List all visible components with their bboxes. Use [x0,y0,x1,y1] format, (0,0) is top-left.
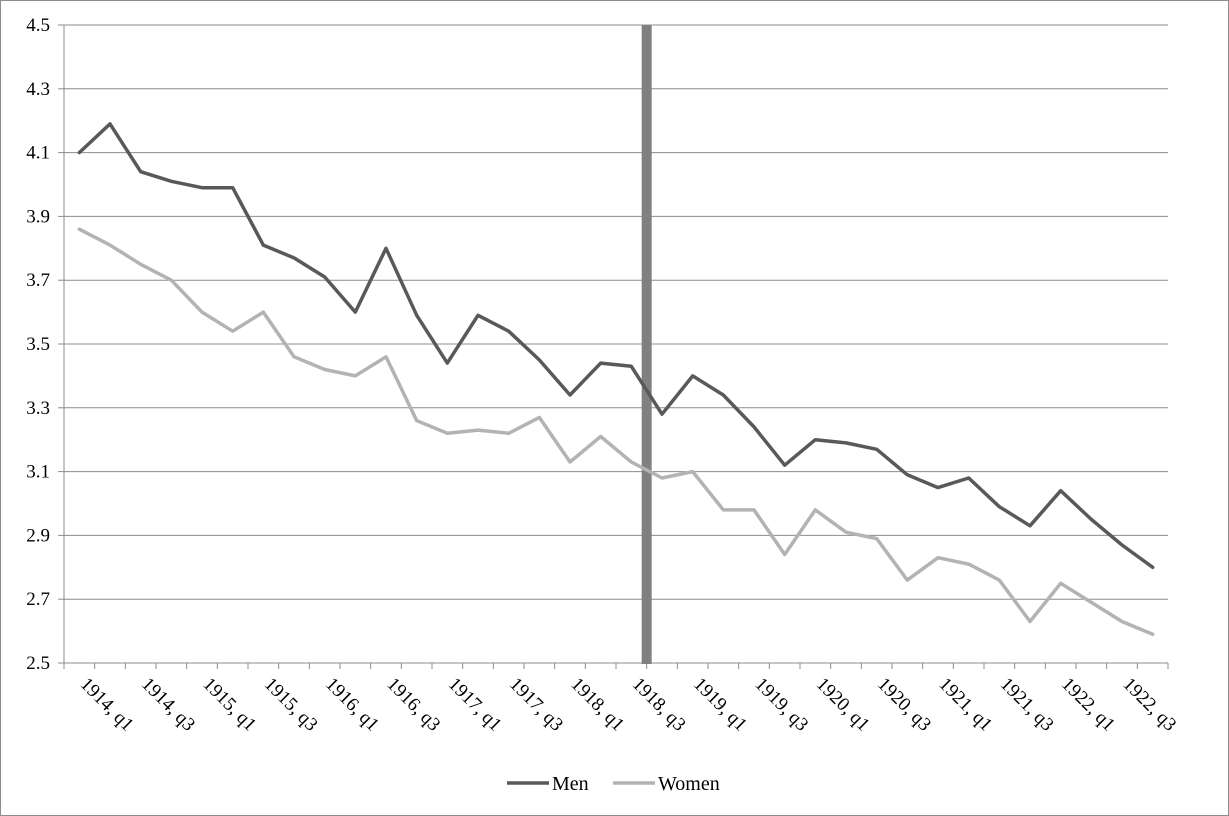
x-tick-label: 1920, q3 [873,674,935,736]
series-lines [77,122,1155,637]
x-tick-label: 1917, q3 [505,674,567,736]
x-tick-label: 1916, q1 [321,674,383,736]
y-tick-label: 4.5 [26,15,50,36]
y-tick-label: 3.9 [26,206,50,227]
axes [58,24,1169,669]
x-tick-label: 1921, q1 [934,674,996,736]
x-tick-label: 1916, q3 [382,674,444,736]
series-line-women [77,227,1155,637]
x-tick-label: 1915, q1 [198,674,260,736]
y-tick-label: 2.7 [26,589,50,610]
y-axis-tick-labels: 2.5 2.7 2.9 3.1 3.3 3.5 3.7 3.9 4.1 4.3 4.5 [26,15,50,674]
y-tick-label: 2.5 [26,653,50,674]
vertical-marker-bar [641,25,652,664]
x-tick-label: 1920, q1 [812,674,874,736]
x-tick-label: 1915, q3 [260,674,322,736]
y-tick-label: 4.3 [26,79,50,100]
y-tick-label: 3.1 [26,462,50,483]
y-tick-label: 3.5 [26,334,50,355]
vertical-marker-layer [641,25,652,664]
x-tick-label: 1914, q3 [137,674,199,736]
x-tick-label: 1921, q3 [996,674,1058,736]
legend-label-men: Men [552,773,589,795]
x-tick-label: 1922, q1 [1057,674,1119,736]
x-tick-label: 1919, q3 [750,674,812,736]
legend-label-women: Women [658,773,720,795]
legend: Men Women [507,773,720,795]
gridlines [64,24,1168,664]
x-tick-label: 1918, q1 [566,674,628,736]
y-tick-label: 3.7 [26,270,50,291]
x-tick-label: 1914, q1 [76,674,138,736]
y-tick-label: 4.1 [26,143,50,164]
x-tick-label: 1917, q1 [444,674,506,736]
y-tick-label: 2.9 [26,525,50,546]
x-tick-label: 1919, q1 [689,674,751,736]
x-tick-label: 1922, q3 [1118,674,1180,736]
y-tick-label: 3.3 [26,398,50,419]
x-axis-tick-labels: 1914, q1 1914, q3 1915, q1 1915, q3 1916, q1… [76,674,1181,736]
series-line-men [77,122,1155,570]
x-tick-label: 1918, q3 [628,674,690,736]
